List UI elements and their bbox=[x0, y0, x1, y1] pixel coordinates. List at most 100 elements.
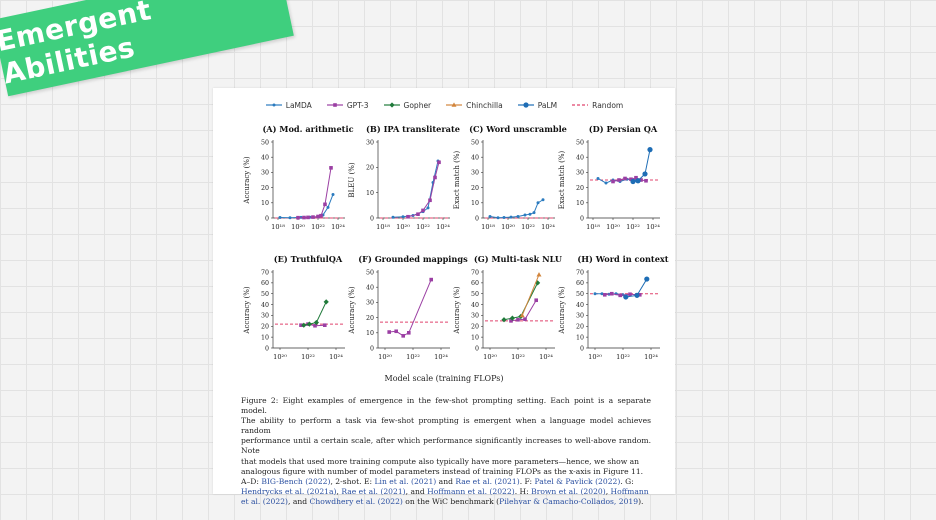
chart-panel-b: (B) IPA transliterate BLEU (%) 0 10 20 30 10¹⁸… bbox=[348, 124, 460, 231]
y-tick-label: 50 bbox=[576, 139, 584, 146]
y-tick-label: 30 bbox=[366, 300, 374, 307]
data-point bbox=[299, 323, 303, 327]
citation-link[interactable]: Hoffmann et al. (2022) bbox=[427, 486, 515, 496]
x-tick-label: 10²² bbox=[616, 353, 630, 361]
caption-text: The ability to perform a task via few-sh… bbox=[241, 416, 651, 436]
data-point bbox=[421, 208, 425, 213]
data-point bbox=[509, 215, 513, 219]
chart-legend: LaMDA GPT-3 Gopher Chinchilla PaLM Random bbox=[213, 98, 675, 112]
x-tick-label: 10²⁴ bbox=[541, 223, 555, 231]
data-point bbox=[635, 178, 641, 184]
y-tick-label: 30 bbox=[366, 139, 374, 146]
chart-panel-d: (D) Persian QA Exact match (%) 0 10 20 30 40 50… bbox=[558, 124, 660, 231]
data-point bbox=[593, 292, 597, 296]
legend-swatch-chinchilla bbox=[446, 102, 463, 107]
citation-link[interactable]: Hoffmann bbox=[610, 486, 649, 496]
citation-link[interactable]: Patel & Pavlick (2022) bbox=[534, 476, 621, 486]
citation-link[interactable]: Pilehvar & Camacho-Collados, 2019 bbox=[499, 496, 639, 506]
x-tick-label: 10²² bbox=[511, 353, 525, 361]
legend-marker-gopher bbox=[388, 102, 395, 108]
chart-panel-g: (G) Multi-task NLU Accuracy (%) 0 10 20 30 40 5… bbox=[453, 254, 562, 361]
y-tick-label: 20 bbox=[366, 165, 374, 172]
data-point bbox=[596, 176, 600, 180]
y-tick-label: 0 bbox=[370, 345, 374, 352]
caption-line: performance until a certain scale, after… bbox=[241, 436, 651, 456]
data-point bbox=[416, 212, 420, 216]
panel-title: (H) Word in context bbox=[577, 254, 668, 264]
caption-line: et al. (2022), and Chowdhery et al. (202… bbox=[241, 497, 651, 507]
data-point bbox=[394, 329, 398, 334]
x-tick-label: 10²⁰ bbox=[291, 223, 305, 231]
banner-title: Emergent Abilities bbox=[0, 0, 155, 91]
legend-swatch-gopher bbox=[383, 102, 400, 108]
legend-swatch-palm bbox=[517, 102, 534, 108]
y-tick-label: 30 bbox=[576, 170, 584, 177]
data-point bbox=[634, 292, 640, 298]
legend-item-random: Random bbox=[571, 98, 623, 112]
y-axis-label: Accuracy (%) bbox=[243, 156, 251, 204]
caption-line: A–D: BIG-Bench (2022), 2-shot. E: Lin et… bbox=[241, 477, 651, 487]
paper-figure: LaMDA GPT-3 Gopher Chinchilla PaLM Random (A)… bbox=[213, 88, 675, 506]
y-tick-label: 10 bbox=[366, 190, 374, 197]
citation-link[interactable]: Rae et al. (2021) bbox=[455, 476, 520, 486]
caption-line: Figure 2: Eight examples of emergence in… bbox=[241, 396, 651, 416]
data-point bbox=[323, 202, 327, 207]
citation-link[interactable]: et al. (2022) bbox=[241, 496, 288, 506]
legend-label: Random bbox=[592, 100, 624, 110]
panel-title: (A) Mod. arithmetic bbox=[262, 124, 353, 134]
y-tick-label: 70 bbox=[261, 269, 269, 276]
citation-link[interactable]: Brown et al. (2020) bbox=[531, 486, 606, 496]
caption-text: , bbox=[605, 486, 611, 496]
data-point bbox=[644, 178, 648, 183]
y-tick-label: 60 bbox=[471, 280, 479, 287]
caption-text: , and bbox=[288, 496, 310, 506]
data-point bbox=[604, 181, 608, 185]
caption-text: , 2-shot. E: bbox=[330, 476, 375, 486]
data-point bbox=[407, 331, 411, 335]
series-gpt-3 bbox=[387, 277, 433, 338]
data-point bbox=[634, 175, 638, 180]
data-point bbox=[429, 277, 433, 282]
data-point bbox=[630, 178, 636, 185]
x-tick-label: 10²⁰ bbox=[273, 353, 287, 361]
x-tick-label: 10²⁰ bbox=[588, 353, 602, 361]
x-tick-label: 10²⁴ bbox=[436, 223, 450, 231]
data-point bbox=[406, 214, 410, 219]
data-point bbox=[296, 215, 300, 220]
data-point bbox=[306, 215, 310, 220]
y-tick-label: 40 bbox=[261, 302, 269, 309]
y-tick-label: 20 bbox=[576, 185, 584, 192]
x-tick-label: 10²⁴ bbox=[434, 353, 448, 361]
citation-link[interactable]: Lin et al. (2021) bbox=[374, 476, 437, 486]
y-tick-label: 40 bbox=[471, 155, 479, 162]
y-tick-label: 50 bbox=[576, 291, 584, 298]
series-gpt-3 bbox=[509, 298, 538, 323]
x-tick-label: 10¹⁸ bbox=[376, 223, 390, 231]
data-point bbox=[501, 317, 507, 323]
caption-text: that models that used more training comp… bbox=[241, 456, 640, 466]
x-axis-label: Model scale (training FLOPs) bbox=[384, 374, 504, 383]
data-point bbox=[523, 213, 527, 217]
y-tick-label: 10 bbox=[261, 334, 269, 341]
x-tick-label: 10²² bbox=[416, 223, 430, 231]
y-tick-label: 30 bbox=[576, 313, 584, 320]
data-point bbox=[326, 205, 330, 209]
legend-item-chinchilla: Chinchilla bbox=[445, 98, 503, 112]
citation-link[interactable]: Chowdhery et al. (2022) bbox=[309, 496, 403, 506]
data-point bbox=[639, 178, 643, 182]
citation-link[interactable]: Hendrycks et al. (2021a) bbox=[241, 486, 337, 496]
citation-link[interactable]: BIG-Bench (2022) bbox=[261, 476, 331, 486]
data-point bbox=[391, 215, 395, 219]
y-tick-label: 20 bbox=[366, 315, 374, 322]
data-point bbox=[426, 206, 430, 210]
data-point bbox=[611, 179, 615, 184]
y-tick-label: 10 bbox=[471, 200, 479, 207]
data-point bbox=[519, 312, 525, 318]
data-point bbox=[313, 319, 319, 326]
y-axis-label: Exact match (%) bbox=[558, 150, 566, 209]
citation-link[interactable]: Rae et al. (2021) bbox=[341, 486, 406, 496]
caption-text: performance until a certain scale, after… bbox=[241, 436, 651, 456]
y-axis-label: Exact match (%) bbox=[453, 150, 461, 209]
x-tick-label: 10¹⁸ bbox=[586, 223, 600, 231]
data-point bbox=[647, 147, 653, 153]
